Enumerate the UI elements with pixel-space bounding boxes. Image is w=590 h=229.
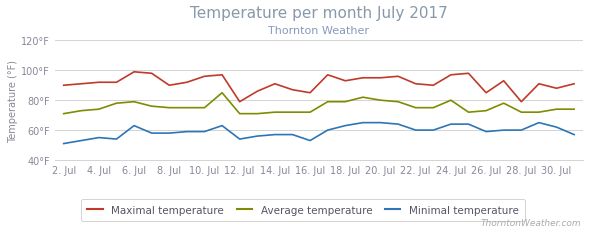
Average temperature [289,111,296,114]
Average temperature [254,113,261,115]
Text: Temperature per month July 2017: Temperature per month July 2017 [190,6,447,21]
Average temperature [447,99,454,102]
Maximal temperature [183,82,191,84]
Minimal temperature [148,132,155,135]
Maximal temperature [359,77,366,80]
Legend: Maximal temperature, Average temperature, Minimal temperature: Maximal temperature, Average temperature… [81,199,525,221]
Average temperature [271,111,278,114]
Maximal temperature [289,89,296,92]
Minimal temperature [271,134,278,136]
Average temperature [518,111,525,114]
Minimal temperature [465,123,472,126]
Minimal temperature [218,125,225,127]
Maximal temperature [218,74,225,77]
Maximal temperature [553,87,560,90]
Average temperature [166,107,173,109]
Minimal temperature [571,134,578,136]
Maximal temperature [342,80,349,83]
Maximal temperature [447,74,454,77]
Average temperature [483,110,490,112]
Maximal temperature [271,83,278,86]
Average temperature [571,108,578,111]
Maximal temperature [78,83,85,86]
Text: Thornton Weather: Thornton Weather [268,26,369,36]
Average temperature [465,111,472,114]
Y-axis label: Temperature (°F): Temperature (°F) [8,60,18,142]
Average temperature [96,108,103,111]
Minimal temperature [130,125,137,127]
Average temperature [500,102,507,105]
Maximal temperature [96,82,103,84]
Maximal temperature [518,101,525,104]
Average temperature [218,92,225,95]
Average temperature [60,113,67,115]
Maximal temperature [500,80,507,83]
Minimal temperature [430,129,437,132]
Minimal temperature [201,131,208,133]
Maximal temperature [412,83,419,86]
Maximal temperature [571,83,578,86]
Minimal temperature [500,129,507,132]
Minimal temperature [60,142,67,145]
Average temperature [183,107,191,109]
Minimal temperature [166,132,173,135]
Minimal temperature [324,129,331,132]
Line: Average temperature: Average temperature [64,93,574,114]
Minimal temperature [236,138,243,141]
Minimal temperature [96,136,103,139]
Minimal temperature [535,122,542,124]
Maximal temperature [324,74,331,77]
Minimal temperature [412,129,419,132]
Average temperature [342,101,349,104]
Average temperature [78,110,85,112]
Line: Maximal temperature: Maximal temperature [64,72,574,102]
Minimal temperature [78,140,85,142]
Average temperature [377,99,384,102]
Average temperature [236,113,243,115]
Minimal temperature [307,140,314,142]
Average temperature [412,107,419,109]
Maximal temperature [377,77,384,80]
Minimal temperature [342,125,349,127]
Maximal temperature [535,83,542,86]
Minimal temperature [395,123,402,126]
Maximal temperature [483,92,490,95]
Average temperature [430,107,437,109]
Average temperature [535,111,542,114]
Maximal temperature [395,76,402,78]
Minimal temperature [359,122,366,124]
Maximal temperature [60,85,67,87]
Minimal temperature [183,131,191,133]
Average temperature [359,96,366,99]
Maximal temperature [254,90,261,93]
Average temperature [148,105,155,108]
Minimal temperature [483,131,490,133]
Maximal temperature [430,85,437,87]
Minimal temperature [377,122,384,124]
Average temperature [553,108,560,111]
Average temperature [113,102,120,105]
Maximal temperature [130,71,137,74]
Maximal temperature [148,73,155,75]
Average temperature [324,101,331,104]
Maximal temperature [113,82,120,84]
Minimal temperature [289,134,296,136]
Minimal temperature [113,138,120,141]
Minimal temperature [553,126,560,129]
Minimal temperature [254,135,261,138]
Text: ThorntonWeather.com: ThorntonWeather.com [480,218,581,227]
Maximal temperature [201,76,208,78]
Minimal temperature [447,123,454,126]
Average temperature [395,101,402,104]
Line: Minimal temperature: Minimal temperature [64,123,574,144]
Maximal temperature [307,92,314,95]
Minimal temperature [518,129,525,132]
Maximal temperature [465,73,472,75]
Average temperature [307,111,314,114]
Average temperature [130,101,137,104]
Maximal temperature [236,101,243,104]
Maximal temperature [166,85,173,87]
Average temperature [201,107,208,109]
